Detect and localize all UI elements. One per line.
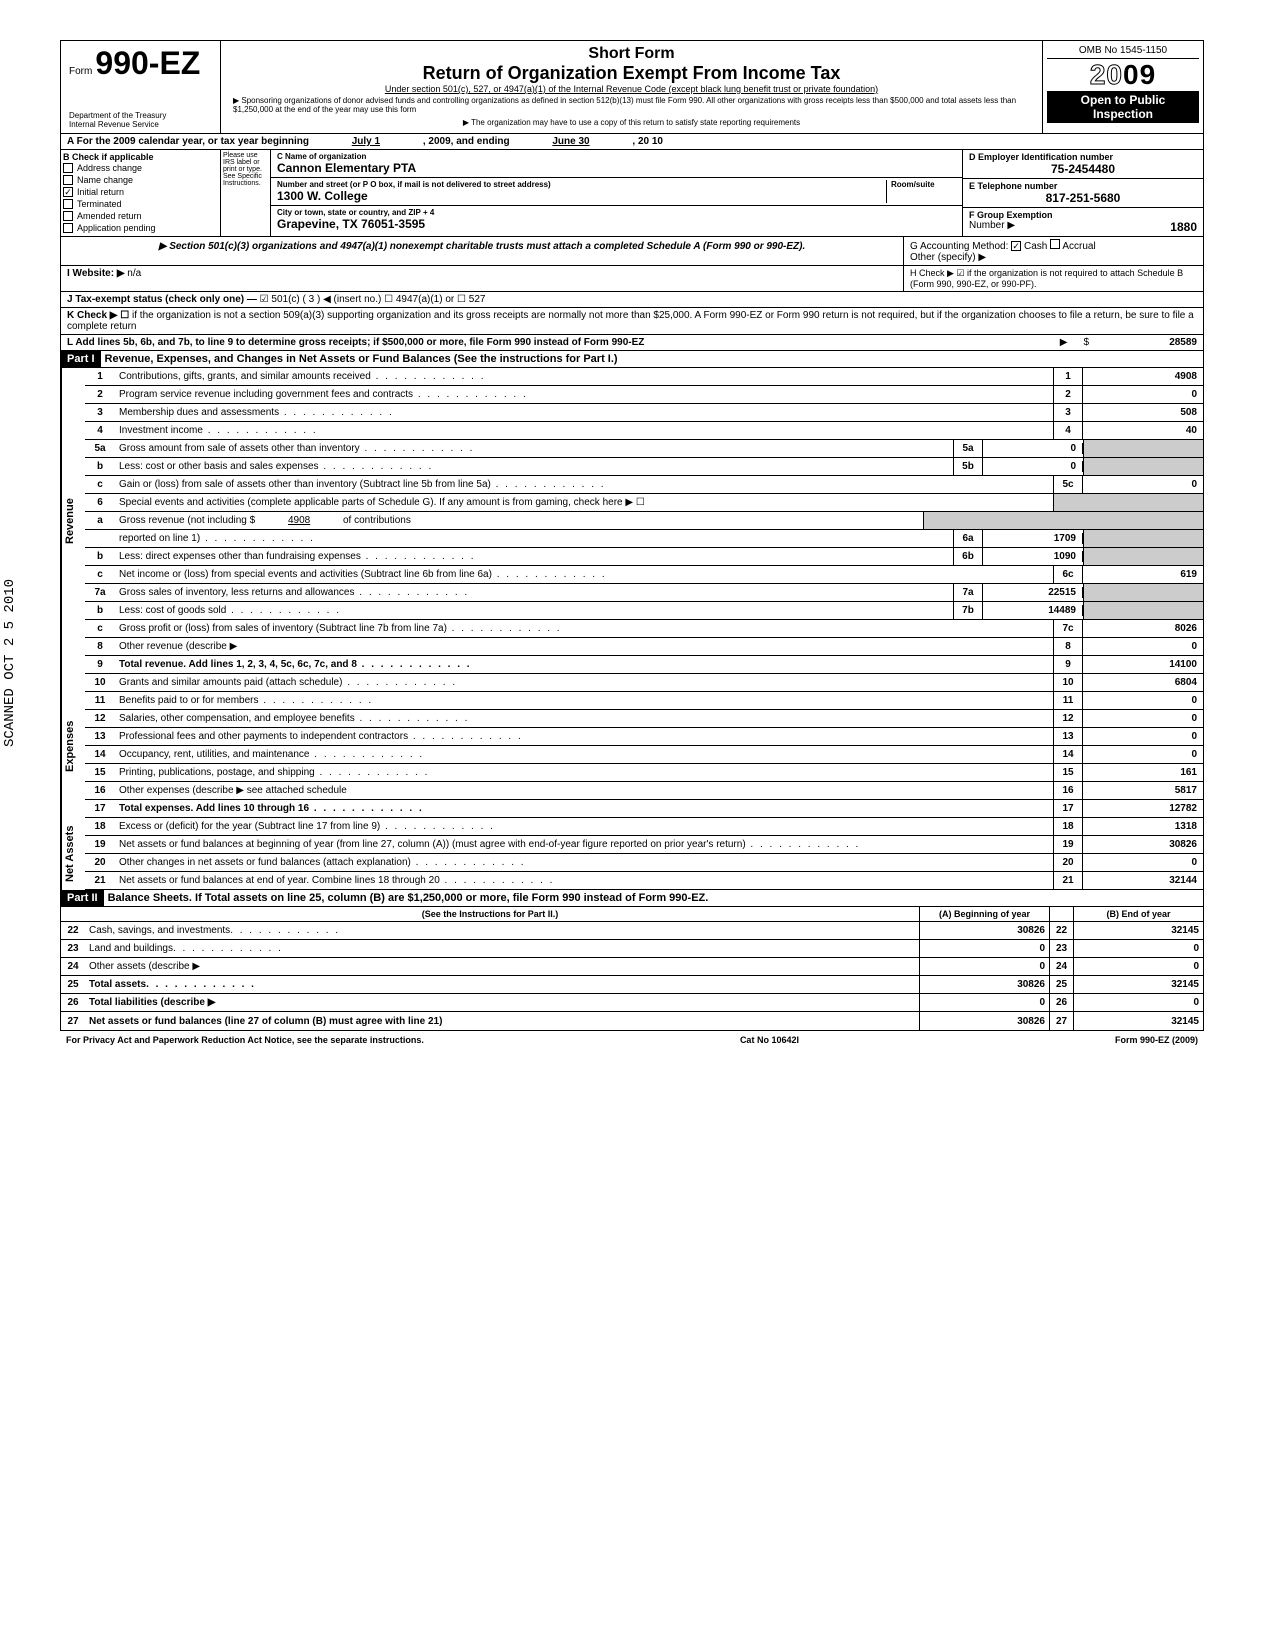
balance-row-27: 27Net assets or fund balances (line 27 o… <box>61 1012 1203 1030</box>
number-label: Number ▶ <box>969 220 1015 234</box>
irs-text: Internal Revenue Service <box>69 120 212 129</box>
calendar-year-row: A For the 2009 calendar year, or tax yea… <box>61 134 1203 150</box>
header: Form 990-EZ Department of the Treasury I… <box>61 41 1203 134</box>
netassets-label: Net Assets <box>61 818 85 890</box>
section-note: ▶ Section 501(c)(3) organizations and 49… <box>61 237 903 265</box>
dept-treasury: Department of the Treasury <box>69 111 212 120</box>
group-value: 1880 <box>1170 220 1197 234</box>
balance-row-23: 23Land and buildings 0230 <box>61 940 1203 958</box>
balance-row-22: 22Cash, savings, and investments 3082622… <box>61 922 1203 940</box>
website-label: I Website: ▶ <box>67 268 125 279</box>
scanned-stamp: SCANNED OCT 2 5 2010 <box>2 579 18 747</box>
part1-label: Part I <box>61 351 101 367</box>
checkbox-cash[interactable]: ✓ <box>1011 241 1021 251</box>
j-exempt-row: J Tax-exempt status (check only one) — ☑… <box>61 292 1203 308</box>
under-section: Under section 501(c), 527, or 4947(a)(1)… <box>225 84 1038 94</box>
part2-header: Part II Balance Sheets. If Total assets … <box>61 890 1203 907</box>
addr-label: Number and street (or P O box, if mail i… <box>277 180 886 189</box>
col-a-header: (A) Beginning of year <box>919 907 1049 921</box>
l-value: 28589 <box>1097 337 1197 348</box>
form-prefix: Form <box>69 66 92 77</box>
netassets-section: Net Assets 18Excess or (deficit) for the… <box>61 818 1203 890</box>
cat-number: Cat No 10642I <box>740 1035 799 1045</box>
l-line-row: L Add lines 5b, 6b, and 7b, to line 9 to… <box>61 335 1203 351</box>
checkbox-pending[interactable] <box>63 223 73 233</box>
accounting-method: G Accounting Method: ✓ Cash Accrual <box>910 239 1197 252</box>
balance-row-24: 24Other assets (describe ▶ 0240 <box>61 958 1203 976</box>
short-form-title: Short Form <box>225 45 1038 63</box>
tax-year: 2009 <box>1047 59 1199 91</box>
city-label: City or town, state or country, and ZIP … <box>277 208 956 217</box>
tel-label: E Telephone number <box>969 181 1197 191</box>
form-number-cell: Form 990-EZ Department of the Treasury I… <box>61 41 221 133</box>
footer: For Privacy Act and Paperwork Reduction … <box>60 1031 1204 1049</box>
balance-header: (See the Instructions for Part II.) (A) … <box>61 907 1203 922</box>
right-info: D Employer Identification number 75-2454… <box>963 150 1203 236</box>
org-city: Grapevine, TX 76051-3595 <box>277 217 956 231</box>
org-details: C Name of organization Cannon Elementary… <box>271 150 963 236</box>
room-label: Room/suite <box>891 180 956 189</box>
please-label: Please use IRS label or print or type. S… <box>221 150 271 236</box>
balance-row-26: 26Total liabilities (describe ▶ 0260 <box>61 994 1203 1012</box>
h-check: H Check ▶ ☑ if the organization is not r… <box>903 266 1203 291</box>
accounting-other: Other (specify) ▶ <box>910 252 1197 263</box>
revenue-label: Revenue <box>61 368 85 674</box>
part1-header: Part I Revenue, Expenses, and Changes in… <box>61 351 1203 368</box>
org-addr: 1300 W. College <box>277 189 886 203</box>
expenses-section: Expenses 10Grants and similar amounts pa… <box>61 674 1203 818</box>
part2-label: Part II <box>61 890 104 906</box>
org-name: Cannon Elementary PTA <box>277 161 956 175</box>
form-990ez: Form 990-EZ Department of the Treasury I… <box>60 40 1204 1031</box>
copy-text: ▶ The organization may have to use a cop… <box>225 116 1038 129</box>
sponsor-text: ▶ Sponsoring organizations of donor advi… <box>225 94 1038 116</box>
balance-row-25: 25Total assets 308262532145 <box>61 976 1203 994</box>
ein-label: D Employer Identification number <box>969 152 1197 162</box>
revenue-section: Revenue 1Contributions, gifts, grants, a… <box>61 368 1203 674</box>
balance-instructions: (See the Instructions for Part II.) <box>61 907 919 921</box>
org-name-label: C Name of organization <box>277 152 956 161</box>
form-number: 990-EZ <box>95 45 200 81</box>
checkbox-accrual[interactable] <box>1050 239 1060 249</box>
checkbox-terminated[interactable] <box>63 199 73 209</box>
form-ref: Form 990-EZ (2009) <box>1115 1035 1198 1045</box>
omb-number: OMB No 1545-1150 <box>1047 45 1199 59</box>
website-row: I Website: ▶ n/a H Check ▶ ☑ if the orga… <box>61 266 1203 292</box>
checkbox-initial[interactable]: ✓ <box>63 187 73 197</box>
k-check-row: K Check ▶ ☐ if the organization is not a… <box>61 308 1203 335</box>
org-info-block: B Check if applicable Address change Nam… <box>61 150 1203 237</box>
privacy-notice: For Privacy Act and Paperwork Reduction … <box>66 1035 424 1045</box>
website-value: n/a <box>127 268 141 279</box>
tel-value: 817-251-5680 <box>969 191 1197 205</box>
open-public: Open to Public Inspection <box>1047 91 1199 123</box>
checkbox-amended[interactable] <box>63 211 73 221</box>
part1-title: Revenue, Expenses, and Changes in Net As… <box>101 353 618 365</box>
return-title: Return of Organization Exempt From Incom… <box>225 63 1038 84</box>
section-note-row: ▶ Section 501(c)(3) organizations and 49… <box>61 237 1203 266</box>
expenses-label: Expenses <box>61 674 85 818</box>
ein-value: 75-2454480 <box>969 162 1197 176</box>
checkbox-address[interactable] <box>63 163 73 173</box>
checkbox-name[interactable] <box>63 175 73 185</box>
title-cell: Short Form Return of Organization Exempt… <box>221 41 1043 133</box>
col-b-header: (B) End of year <box>1073 907 1203 921</box>
section-b: B Check if applicable Address change Nam… <box>61 150 221 236</box>
group-label: F Group Exemption <box>969 210 1197 220</box>
part2-title: Balance Sheets. If Total assets on line … <box>104 892 709 904</box>
year-cell: OMB No 1545-1150 2009 Open to Public Ins… <box>1043 41 1203 133</box>
